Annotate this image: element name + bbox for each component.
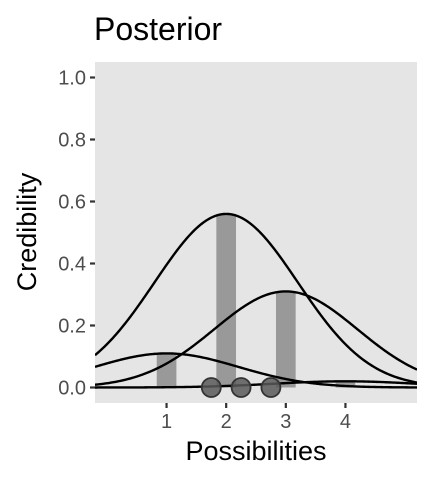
- bar-2: [216, 213, 237, 388]
- x-tick-label: 4: [340, 411, 351, 433]
- y-tick-label: 0.2: [58, 316, 86, 338]
- y-tick-label: 1.0: [58, 68, 86, 90]
- density-curve-3: [95, 290, 417, 386]
- bar-4: [335, 381, 356, 388]
- density-curve-4: [95, 380, 417, 389]
- x-tick-label: 1: [161, 411, 172, 433]
- x-tick-label: 3: [280, 411, 291, 433]
- plot-panel: [95, 62, 417, 403]
- density-curve-2: [95, 212, 417, 384]
- y-tick-label: 0.6: [58, 192, 86, 214]
- x-tick-label: 2: [221, 411, 232, 433]
- density-curves: [95, 212, 417, 389]
- density-curve-1: [95, 352, 417, 389]
- data-point-3: [260, 377, 282, 398]
- y-tick-label: 0.4: [58, 254, 86, 276]
- chart-title: Posterior: [94, 11, 222, 47]
- y-axis: 0.0 0.2 0.4 0.6 0.8 1.0: [58, 68, 95, 400]
- x-axis: 1 2 3 4: [161, 403, 351, 433]
- data-points: [200, 377, 282, 398]
- data-point-1: [200, 377, 222, 398]
- y-axis-title: Credibility: [12, 172, 42, 291]
- y-tick-label: 0.8: [58, 130, 86, 152]
- x-axis-title: Possibilities: [185, 436, 326, 466]
- y-tick-label: 0.0: [58, 378, 86, 400]
- data-point-2: [230, 377, 252, 398]
- bars: [156, 213, 356, 388]
- bar-3: [275, 291, 296, 388]
